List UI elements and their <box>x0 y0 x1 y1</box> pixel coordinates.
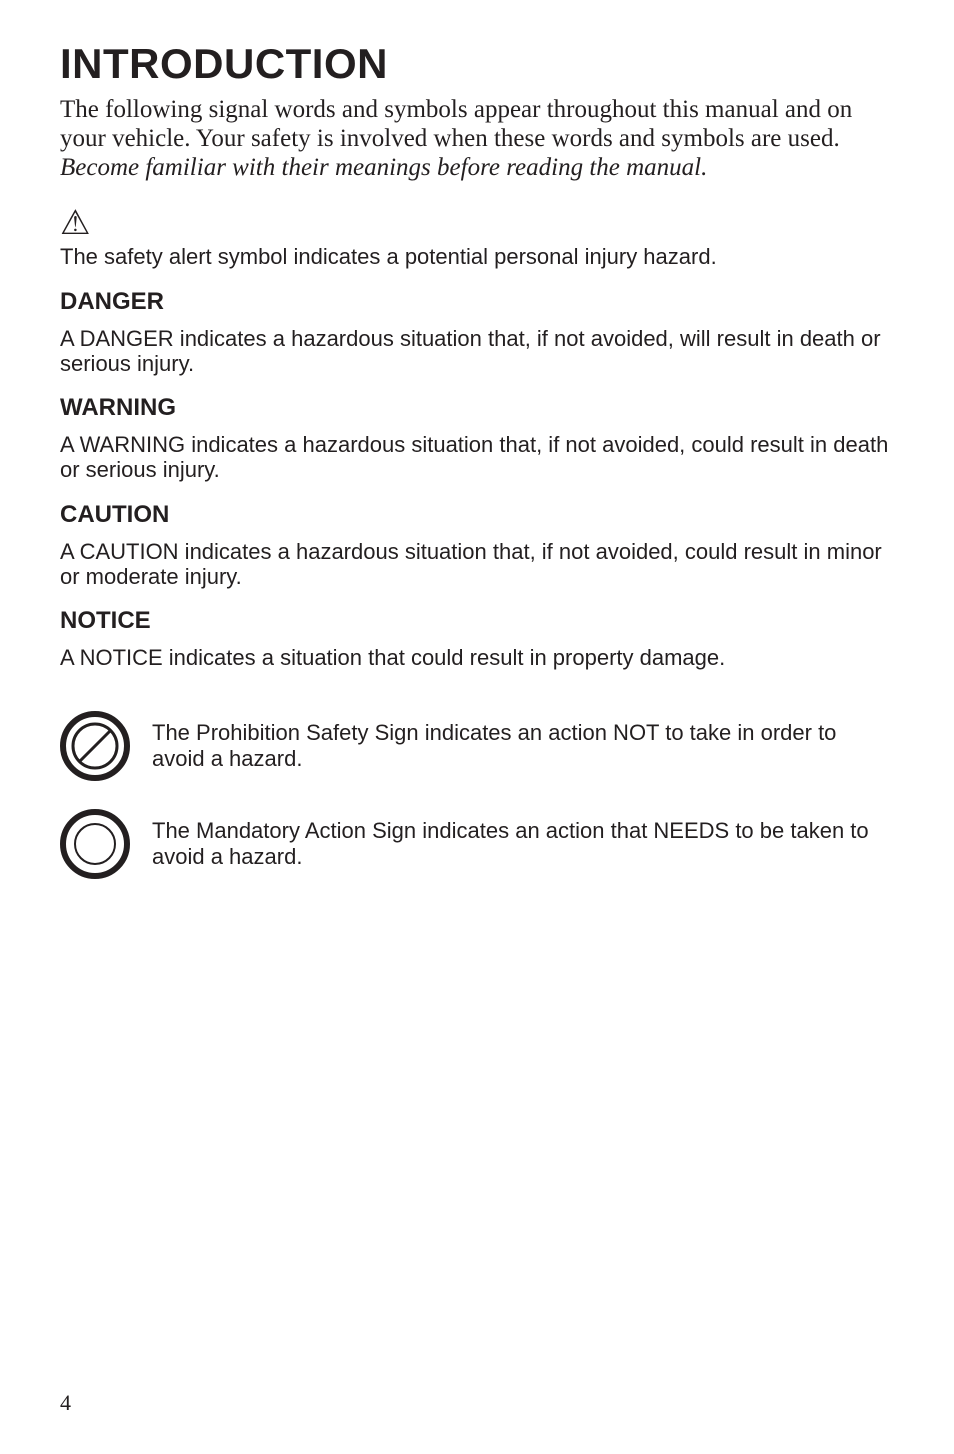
mandatory-sign-row: The Mandatory Action Sign indicates an a… <box>60 809 894 879</box>
intro-italic: Become familiar with their meanings befo… <box>60 154 707 181</box>
mandatory-sign-text: The Mandatory Action Sign indicates an a… <box>152 818 894 869</box>
intro-paragraph: The following signal words and symbols a… <box>60 96 894 182</box>
danger-heading: DANGER <box>60 288 894 316</box>
safety-alert-icon: ⚠ <box>60 206 894 240</box>
prohibition-sign-icon <box>60 711 130 781</box>
warning-heading: WARNING <box>60 394 894 422</box>
caution-heading: CAUTION <box>60 501 894 529</box>
page-title: INTRODUCTION <box>60 40 894 88</box>
safety-alert-description: The safety alert symbol indicates a pote… <box>60 244 894 269</box>
warning-text: A WARNING indicates a hazardous situatio… <box>60 432 894 483</box>
caution-text: A CAUTION indicates a hazardous situatio… <box>60 539 894 590</box>
danger-text: A DANGER indicates a hazardous situation… <box>60 326 894 377</box>
prohibition-sign-text: The Prohibition Safety Sign indicates an… <box>152 720 894 771</box>
notice-heading: NOTICE <box>60 607 894 635</box>
manual-page: INTRODUCTION The following signal words … <box>0 0 954 1454</box>
notice-text: A NOTICE indicates a situation that coul… <box>60 645 894 670</box>
mandatory-sign-icon <box>60 809 130 879</box>
intro-plain: The following signal words and symbols a… <box>60 96 852 152</box>
prohibition-sign-row: The Prohibition Safety Sign indicates an… <box>60 711 894 781</box>
page-number: 4 <box>60 1390 71 1416</box>
